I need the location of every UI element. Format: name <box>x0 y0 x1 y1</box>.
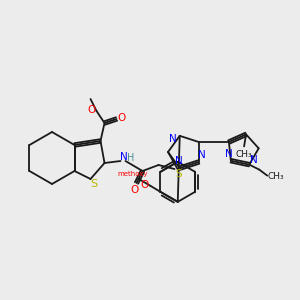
Text: N: N <box>225 149 233 159</box>
Text: methoxy: methoxy <box>117 171 148 177</box>
Text: S: S <box>90 179 97 189</box>
Text: O: O <box>130 185 139 195</box>
Text: N: N <box>198 150 206 160</box>
Text: S: S <box>175 169 182 179</box>
Text: CH₃: CH₃ <box>236 150 252 159</box>
Text: H: H <box>127 153 134 163</box>
Text: O: O <box>87 105 96 115</box>
Text: N: N <box>169 134 177 144</box>
Text: N: N <box>120 152 128 162</box>
Text: O: O <box>117 113 126 123</box>
Text: O: O <box>140 180 148 190</box>
Text: N: N <box>175 156 183 166</box>
Text: CH₃: CH₃ <box>268 172 285 181</box>
Text: N: N <box>250 154 258 165</box>
